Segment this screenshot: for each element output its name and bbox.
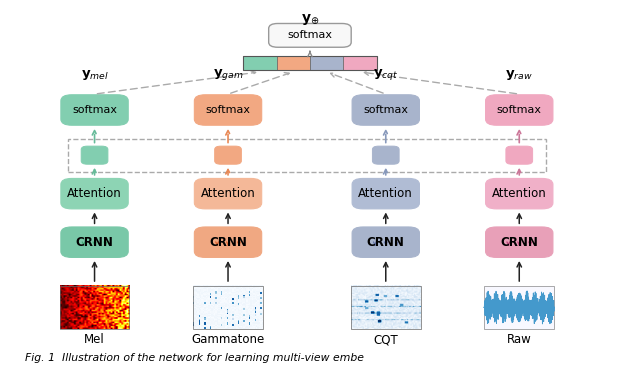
FancyBboxPatch shape <box>352 179 420 209</box>
Bar <box>243 56 377 70</box>
Text: Fig. 1  Illustration of the network for learning multi-view embe: Fig. 1 Illustration of the network for l… <box>25 353 364 362</box>
Text: softmax: softmax <box>288 30 332 40</box>
Text: softmax: softmax <box>363 105 408 115</box>
Bar <box>277 56 310 70</box>
Text: CQT: CQT <box>374 334 398 346</box>
FancyBboxPatch shape <box>61 179 128 209</box>
FancyBboxPatch shape <box>372 146 399 164</box>
FancyBboxPatch shape <box>485 227 553 258</box>
Text: $\mathbf{y}_{cqt}$: $\mathbf{y}_{cqt}$ <box>373 67 399 82</box>
FancyBboxPatch shape <box>195 179 262 209</box>
Bar <box>68 139 546 171</box>
Text: CRNN: CRNN <box>367 236 404 249</box>
FancyBboxPatch shape <box>215 146 241 164</box>
FancyBboxPatch shape <box>61 227 128 258</box>
Text: Attention: Attention <box>492 187 547 200</box>
Text: Attention: Attention <box>67 187 122 200</box>
FancyBboxPatch shape <box>195 95 262 125</box>
Text: Raw: Raw <box>507 334 532 346</box>
Bar <box>343 56 377 70</box>
FancyBboxPatch shape <box>485 95 553 125</box>
Bar <box>243 56 277 70</box>
Text: $\mathbf{y}_{raw}$: $\mathbf{y}_{raw}$ <box>506 68 533 82</box>
Text: $\mathbf{y}_{gam}$: $\mathbf{y}_{gam}$ <box>213 67 243 82</box>
FancyBboxPatch shape <box>485 179 553 209</box>
Text: Mel: Mel <box>84 334 105 346</box>
Text: softmax: softmax <box>205 105 250 115</box>
Text: softmax: softmax <box>72 105 117 115</box>
Bar <box>59 286 130 329</box>
FancyBboxPatch shape <box>352 95 420 125</box>
FancyBboxPatch shape <box>269 23 351 47</box>
Bar <box>351 286 421 329</box>
FancyBboxPatch shape <box>81 146 108 164</box>
Text: CRNN: CRNN <box>501 236 538 249</box>
Text: $\mathbf{y}_{\oplus}$: $\mathbf{y}_{\oplus}$ <box>301 12 319 27</box>
Bar <box>484 286 554 329</box>
FancyBboxPatch shape <box>195 227 262 258</box>
Text: $\mathbf{y}_{mel}$: $\mathbf{y}_{mel}$ <box>80 68 109 82</box>
Bar <box>193 286 263 329</box>
FancyBboxPatch shape <box>352 227 420 258</box>
Text: Gammatone: Gammatone <box>191 334 265 346</box>
FancyBboxPatch shape <box>61 95 128 125</box>
Text: CRNN: CRNN <box>209 236 247 249</box>
FancyBboxPatch shape <box>506 146 533 164</box>
Text: CRNN: CRNN <box>76 236 114 249</box>
Text: Attention: Attention <box>200 187 255 200</box>
Bar <box>310 56 343 70</box>
Text: Attention: Attention <box>358 187 413 200</box>
Text: softmax: softmax <box>497 105 542 115</box>
